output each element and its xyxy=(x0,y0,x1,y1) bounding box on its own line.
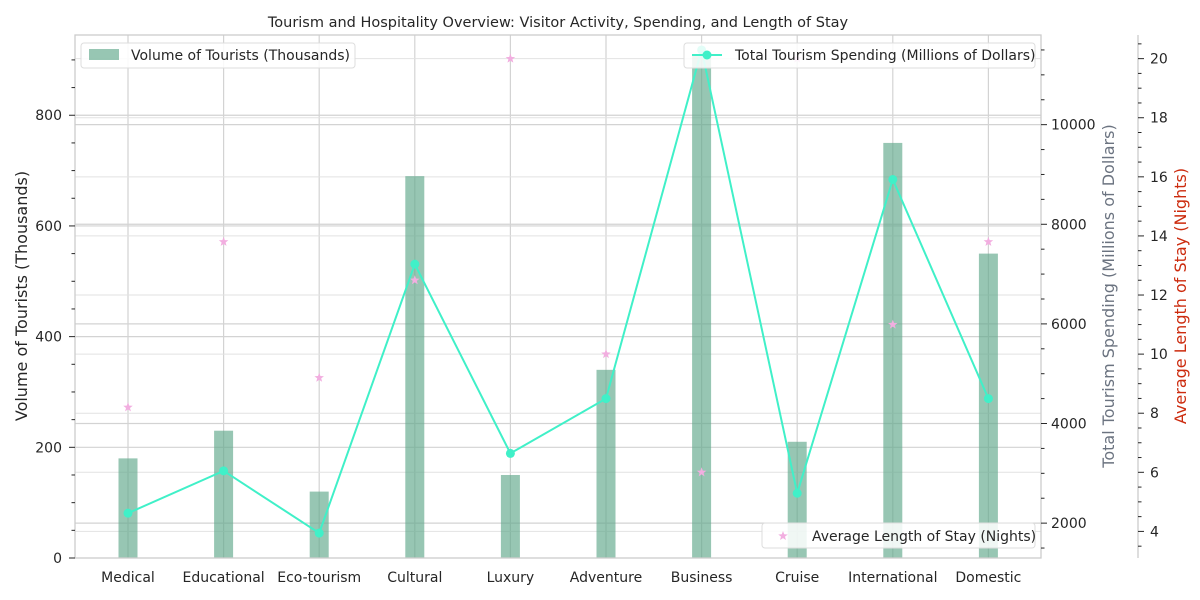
left-axis: 0 200 400 600 800 xyxy=(35,59,75,567)
line-layer xyxy=(123,45,993,538)
x-tick-label: Adventure xyxy=(570,570,642,586)
bar-domestic xyxy=(978,253,998,558)
left-tick-label: 400 xyxy=(35,330,62,346)
x-tick-label: Cruise xyxy=(775,570,819,586)
bar-educational xyxy=(214,430,234,558)
left-tick-label: 800 xyxy=(35,108,62,124)
right2-tick-label: 10 xyxy=(1150,347,1168,363)
x-tick-label: Luxury xyxy=(487,570,535,586)
legend-spending: Total Tourism Spending (Millions of Doll… xyxy=(683,42,1036,69)
left-tick-label: 0 xyxy=(53,551,62,567)
legend-spending-label: Total Tourism Spending (Millions of Doll… xyxy=(734,48,1035,64)
bar-adventure xyxy=(596,369,616,558)
spending-point xyxy=(314,528,324,538)
spending-point xyxy=(983,394,993,404)
stay-point xyxy=(601,349,611,359)
right2-tick-label: 20 xyxy=(1150,52,1168,68)
spending-point xyxy=(219,466,229,476)
right-axis: 2000 4000 6000 8000 10000 xyxy=(1041,49,1096,549)
bar-cultural xyxy=(405,176,425,558)
left-tick-label: 600 xyxy=(35,219,62,235)
grid-layer xyxy=(75,35,1041,558)
bar-layer xyxy=(118,54,998,559)
x-tick-label: Domestic xyxy=(955,570,1021,586)
legend-volume-swatch xyxy=(89,49,119,60)
x-tick-label: Cultural xyxy=(387,570,442,586)
stay-point xyxy=(314,372,324,382)
legend-stay: Average Length of Stay (Nights) xyxy=(761,522,1036,549)
left-tick-label: 200 xyxy=(35,440,62,456)
right-axis-2: 4 6 8 10 12 14 16 18 20 xyxy=(1137,35,1168,558)
right2-tick-label: 4 xyxy=(1150,524,1159,540)
right2-tick-label: 14 xyxy=(1150,229,1168,245)
stay-point xyxy=(983,236,994,246)
plot-frame xyxy=(74,34,1042,559)
x-tick-label: Business xyxy=(671,570,733,586)
right2-tick-label: 18 xyxy=(1150,111,1168,127)
legend-spending-marker xyxy=(702,50,712,60)
legend-volume-label: Volume of Tourists (Thousands) xyxy=(131,48,350,64)
right-tick-label: 8000 xyxy=(1051,217,1087,233)
right2-tick-label: 16 xyxy=(1150,170,1168,186)
right-tick-label: 6000 xyxy=(1051,317,1087,333)
stay-point xyxy=(218,236,229,246)
legend-stay-label: Average Length of Stay (Nights) xyxy=(812,529,1036,545)
right-tick-label: 4000 xyxy=(1051,417,1087,433)
bar-eco-tourism xyxy=(309,491,329,558)
x-tick-label: Medical xyxy=(101,570,155,586)
spending-line xyxy=(127,49,990,535)
x-tick-label: Educational xyxy=(183,570,265,586)
right-tick-label: 2000 xyxy=(1051,516,1087,532)
right-tick-label: 10000 xyxy=(1051,118,1096,134)
left-axis-title: Volume of Tourists (Thousands) xyxy=(12,171,31,421)
stay-point xyxy=(505,53,516,63)
bar-medical xyxy=(118,458,138,558)
spending-point xyxy=(888,174,898,184)
spending-point xyxy=(123,508,133,518)
x-axis: Medical Educational Eco-tourism Cultural Lux… xyxy=(101,570,1021,586)
right2-tick-label: 8 xyxy=(1150,406,1159,422)
stay-point xyxy=(410,275,420,285)
x-tick-label: International xyxy=(848,570,937,586)
right-axis-2-title: Average Length of Stay (Nights) xyxy=(1171,168,1190,424)
spending-point xyxy=(505,448,515,458)
x-tick-label: Eco-tourism xyxy=(277,570,361,586)
stay-point xyxy=(888,319,898,329)
right2-tick-label: 12 xyxy=(1150,288,1168,304)
right-axis-title: Total Tourism Spending (Millions of Doll… xyxy=(1099,124,1118,468)
bar-luxury xyxy=(500,474,520,558)
chart-title: Tourism and Hospitality Overview: Visito… xyxy=(267,15,849,31)
spending-point xyxy=(792,488,802,498)
bar-international xyxy=(883,142,903,558)
spending-point xyxy=(410,259,420,269)
spending-point xyxy=(601,394,611,404)
stay-point xyxy=(696,467,707,477)
legend-volume: Volume of Tourists (Thousands) xyxy=(80,42,356,69)
legend-stay-marker xyxy=(778,531,788,541)
stay-point xyxy=(123,402,133,412)
bar-business xyxy=(692,54,712,559)
right2-tick-label: 6 xyxy=(1150,465,1159,481)
